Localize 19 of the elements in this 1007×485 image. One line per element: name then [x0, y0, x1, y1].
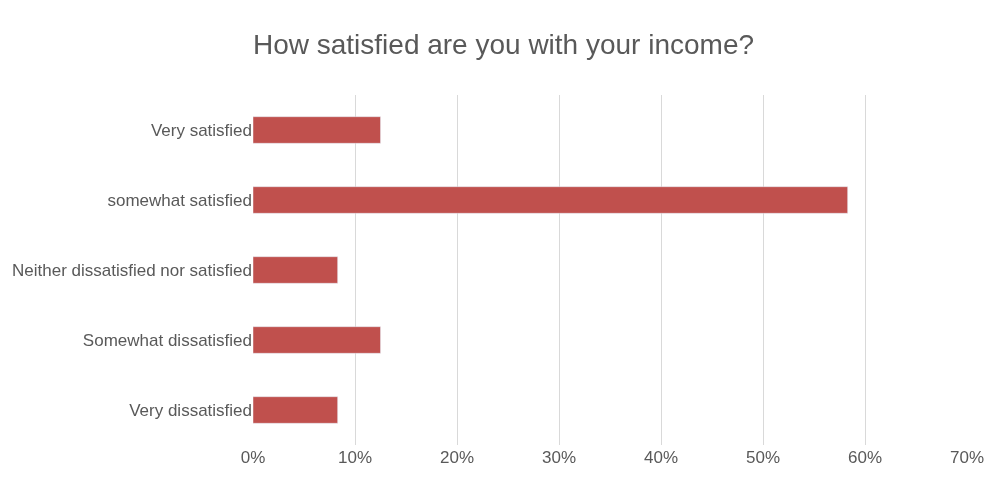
x-tick-label: 30%: [541, 448, 577, 467]
chart-title: How satisfied are you with your income?: [252, 28, 755, 60]
bar: [253, 396, 338, 424]
x-tick-label: 0%: [240, 448, 266, 467]
x-tick-label: 40%: [643, 448, 679, 467]
bar: [253, 186, 848, 214]
x-tick-label: 10%: [337, 448, 373, 467]
y-tick-label: Neither dissatisfied nor satisfied: [11, 260, 252, 280]
x-tick-label: 50%: [745, 448, 781, 467]
x-tick-label: 60%: [847, 448, 883, 467]
x-tick-label: 20%: [439, 448, 475, 467]
x-tick-label: 70%: [949, 448, 985, 467]
bar: [253, 326, 381, 354]
y-tick-label: Very dissatisfied: [129, 400, 252, 420]
bar: [253, 256, 338, 284]
y-tick-label: Very satisfied: [150, 120, 252, 140]
y-tick-label: somewhat satisfied: [107, 190, 252, 210]
bar: [253, 116, 381, 144]
y-tick-label: Somewhat dissatisfied: [82, 330, 252, 350]
